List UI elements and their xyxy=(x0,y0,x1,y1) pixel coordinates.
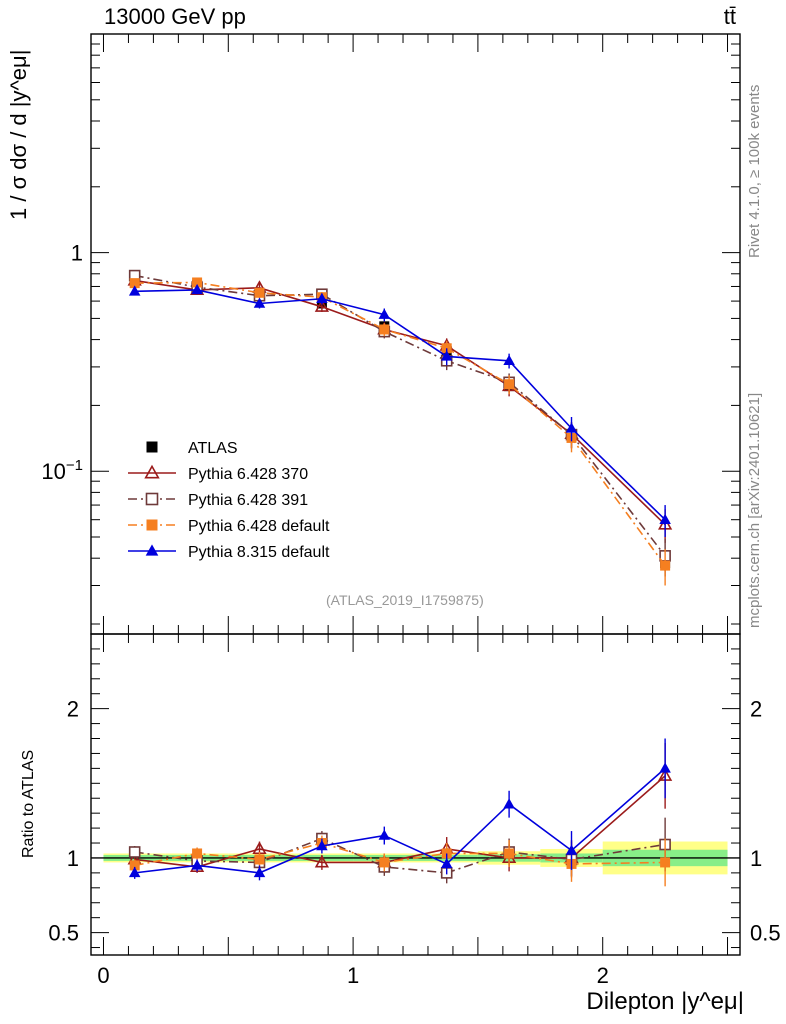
legend-marker xyxy=(144,464,160,479)
ratio-point-p6def xyxy=(660,857,671,868)
analysis-id-label: (ATLAS_2019_I1759875) xyxy=(326,592,484,608)
ratio-point-p370 xyxy=(314,854,330,868)
x-tick-label: 0 xyxy=(97,963,109,988)
energy-label: 13000 GeV pp xyxy=(104,4,246,29)
main-y-tick-label: 10−1 xyxy=(41,457,83,484)
data-point-p6def xyxy=(660,560,671,571)
mcplots-credit-label: mcplots.cern.ch [arXiv:2401.10621] xyxy=(746,392,763,628)
data-point-p8def xyxy=(191,283,203,295)
legend-label: Pythia 8.315 default xyxy=(188,544,330,561)
ratio-point-p8def xyxy=(565,844,578,855)
ratio-point-p391 xyxy=(128,846,141,858)
ratio-point-p8def xyxy=(316,840,328,851)
legend-marker xyxy=(145,492,159,506)
legend-marker xyxy=(146,441,158,453)
x-axis-label: Dilepton |y^eμ| xyxy=(586,988,744,1015)
legend-marker xyxy=(145,544,159,556)
data-point-p6def xyxy=(129,278,140,289)
data-point-p6def xyxy=(379,324,390,335)
ratio-point-p6def xyxy=(254,854,265,865)
ratio-point-p8def xyxy=(440,857,453,869)
main-plot-frame: 10−1 1 xyxy=(41,33,741,635)
main-y-axis-label: 1 / σ dσ / d |y^eμ| xyxy=(6,50,32,220)
ratio-point-p8def xyxy=(253,866,266,878)
ratio-plot-border xyxy=(90,633,741,956)
legend-label: Pythia 6.428 370 xyxy=(188,466,308,483)
legend-item-p6def: Pythia 6.428 default xyxy=(128,518,330,535)
legend-label: ATLAS xyxy=(188,440,238,457)
legend-label: Pythia 6.428 391 xyxy=(188,492,308,509)
x-tick-label: 1 xyxy=(347,963,359,988)
series-line-p370 xyxy=(134,279,666,526)
data-point-p6def xyxy=(192,277,203,288)
ratio-y-tick-label: 1 xyxy=(67,846,79,871)
ratio-point-p6def xyxy=(379,857,390,868)
data-point-p6def xyxy=(504,379,515,390)
legend-marker xyxy=(146,519,158,531)
ratio-y-tick-label-right: 0.5 xyxy=(750,921,781,946)
legend: ATLAS Pythia 6.428 370 Pythia 6.428 391 Pyt… xyxy=(128,440,330,561)
ratio-point-p8def xyxy=(378,829,391,840)
ratio-line-p6def xyxy=(134,842,666,867)
data-point-p8def xyxy=(316,292,328,304)
series-p8def xyxy=(128,283,671,538)
ratio-plot-frame: 0.5 0.5 1 1 2 2 0 1 2 xyxy=(48,633,781,988)
legend-item-p8def: Pythia 8.315 default xyxy=(128,544,330,561)
legend-item-data: ATLAS xyxy=(146,440,238,457)
ratio-point-p6def xyxy=(129,860,140,871)
data-point-p8def xyxy=(253,297,266,308)
data-point-p6def xyxy=(254,287,265,298)
ratio-point-p6def xyxy=(504,848,515,859)
main-y-tick-exponent: −1 xyxy=(66,457,83,474)
data-point-p370 xyxy=(314,299,330,312)
ratio-point-p8def xyxy=(659,762,671,773)
ratio-point-p6def xyxy=(192,848,203,859)
ratio-y-tick-label: 2 xyxy=(67,697,79,722)
ratio-point-p8def xyxy=(503,798,515,809)
rivet-version-label: Rivet 4.1.0, ≥ 100k events xyxy=(746,84,763,258)
series-line-p8def xyxy=(134,289,666,521)
ratio-point-p8def xyxy=(128,866,141,878)
series-line-p391 xyxy=(134,274,666,557)
data-point-p8def xyxy=(378,308,391,319)
data-point-p8def xyxy=(128,285,141,296)
main-y-axis-label-text: 1 / σ dσ / d |y^eμ| xyxy=(6,49,31,220)
ratio-point-p8def xyxy=(191,859,203,870)
ratio-y-tick-label-right: 1 xyxy=(750,846,762,871)
data-point-p8def xyxy=(503,354,515,366)
process-label: tt̄ xyxy=(723,4,736,29)
ratio-y-tick-label: 0.5 xyxy=(48,921,79,946)
series-line-p6def xyxy=(134,281,666,567)
data-point-p8def xyxy=(440,350,453,361)
legend-item-p370: Pythia 6.428 370 xyxy=(128,464,308,483)
ratio-y-tick-label-right: 2 xyxy=(750,697,762,722)
ratio-series-p8def xyxy=(128,738,671,881)
main-y-tick-label: 1 xyxy=(71,241,83,266)
x-tick-label: 2 xyxy=(597,963,609,988)
legend-label: Pythia 6.428 default xyxy=(188,518,330,535)
legend-item-p391: Pythia 6.428 391 xyxy=(128,492,308,509)
data-point-p8def xyxy=(565,422,578,433)
data-point-p8def xyxy=(659,513,671,524)
ratio-y-axis-label: Ratio to ATLAS xyxy=(20,749,37,858)
series-p6def xyxy=(129,277,671,586)
